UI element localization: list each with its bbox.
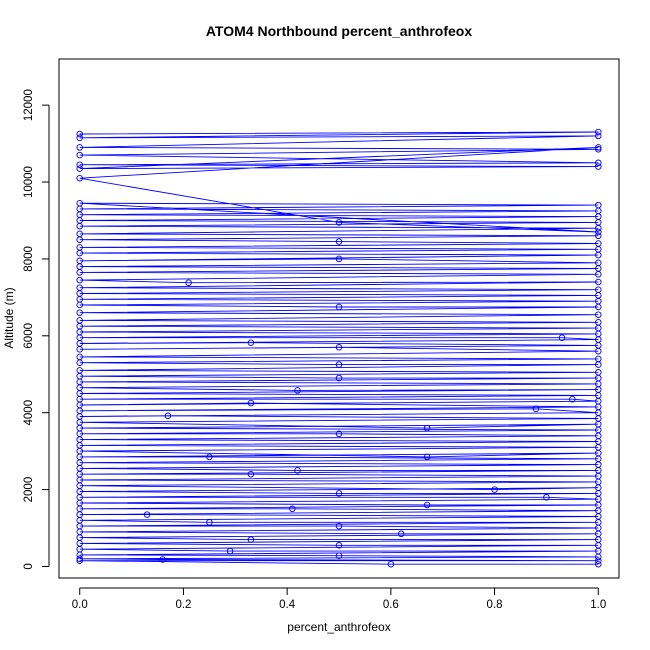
x-tick-label: 0.2 <box>175 599 191 611</box>
y-tick-label: 6000 <box>23 323 35 349</box>
y-tick-label: 0 <box>23 563 35 569</box>
x-tick-label: 0.8 <box>487 599 503 611</box>
data-point <box>595 557 602 564</box>
data-point <box>423 424 431 432</box>
data-point <box>335 430 343 438</box>
x-tick-label: 1.0 <box>590 599 606 611</box>
series-line <box>79 131 599 565</box>
data-point <box>397 530 405 538</box>
data-point <box>543 494 550 501</box>
data-point <box>595 361 602 368</box>
data-point <box>76 151 83 159</box>
data-point <box>206 453 213 461</box>
data-point <box>595 347 602 355</box>
data-point <box>558 334 566 341</box>
data-point <box>335 238 343 245</box>
data-point <box>335 522 343 530</box>
data-point <box>76 249 83 257</box>
data-point <box>76 301 83 309</box>
data-point <box>335 552 343 559</box>
data-point <box>247 536 255 543</box>
data-point <box>387 560 395 568</box>
data-point <box>335 255 343 263</box>
data-point <box>595 232 602 240</box>
data-point <box>335 490 343 497</box>
data-point <box>595 146 602 153</box>
data-point <box>595 128 602 136</box>
data-point <box>335 361 343 368</box>
data-point <box>76 165 83 172</box>
data-point <box>76 144 83 151</box>
data-point <box>595 278 602 286</box>
x-axis: 0.0 0.2 0.4 0.6 0.8 1.0 <box>72 587 606 611</box>
data-point <box>76 346 83 353</box>
data-point <box>423 501 431 509</box>
y-axis-label: Altitude (m) <box>2 287 16 348</box>
data-point <box>595 228 602 236</box>
data-point <box>247 339 255 346</box>
y-tick-label: 4000 <box>23 400 35 426</box>
data-point <box>491 486 498 493</box>
data-point <box>289 505 296 513</box>
data-point <box>335 374 343 382</box>
data-point <box>76 130 83 138</box>
data-point <box>76 134 83 142</box>
data-point <box>595 553 602 561</box>
data-point <box>335 219 343 226</box>
data-point <box>335 303 343 311</box>
data-point <box>294 387 301 394</box>
y-tick-label: 8000 <box>23 246 35 272</box>
data-point <box>595 159 602 167</box>
data-point <box>159 556 166 563</box>
data-point <box>595 163 602 170</box>
chart-title: ATOM4 Northbound percent_anthrofeox <box>206 23 472 39</box>
x-tick-label: 0.6 <box>383 599 399 611</box>
data-point <box>335 344 343 351</box>
data-point <box>595 560 602 568</box>
data-point <box>595 251 602 259</box>
data-point <box>143 511 151 518</box>
data-point <box>206 519 213 526</box>
data-point <box>595 224 602 232</box>
data-point <box>76 161 83 168</box>
data-point <box>595 303 602 311</box>
data-point <box>247 399 255 407</box>
data-point <box>294 467 301 474</box>
data-point <box>76 555 83 563</box>
data-point <box>247 470 255 478</box>
y-tick-label: 12000 <box>23 89 35 121</box>
data-point <box>76 557 83 564</box>
data-point <box>423 453 431 461</box>
data-point <box>226 547 234 555</box>
data-point <box>76 174 83 182</box>
x-tick-label: 0.0 <box>72 599 88 611</box>
data-point <box>76 222 83 230</box>
plot-frame <box>58 58 620 579</box>
data-point <box>76 309 83 316</box>
data-point <box>335 542 343 549</box>
data-point <box>532 405 540 413</box>
data-point <box>164 412 172 420</box>
data-point <box>76 236 83 243</box>
data-point <box>595 132 602 140</box>
data-point <box>595 271 602 278</box>
x-tick-label: 0.4 <box>279 599 296 611</box>
data-point <box>595 144 602 151</box>
data-point <box>185 279 192 286</box>
y-tick-label: 2000 <box>23 477 35 503</box>
data-point <box>76 359 83 366</box>
x-axis-label: percent_anthrofeox <box>287 620 390 634</box>
data-point <box>76 276 83 284</box>
y-axis: 0 2000 4000 6000 8000 10000 12000 <box>23 89 50 570</box>
y-tick-label: 10000 <box>23 166 35 198</box>
data-point <box>595 311 602 318</box>
plot-area <box>76 128 602 568</box>
data-point <box>76 269 83 276</box>
data-point <box>569 395 576 403</box>
